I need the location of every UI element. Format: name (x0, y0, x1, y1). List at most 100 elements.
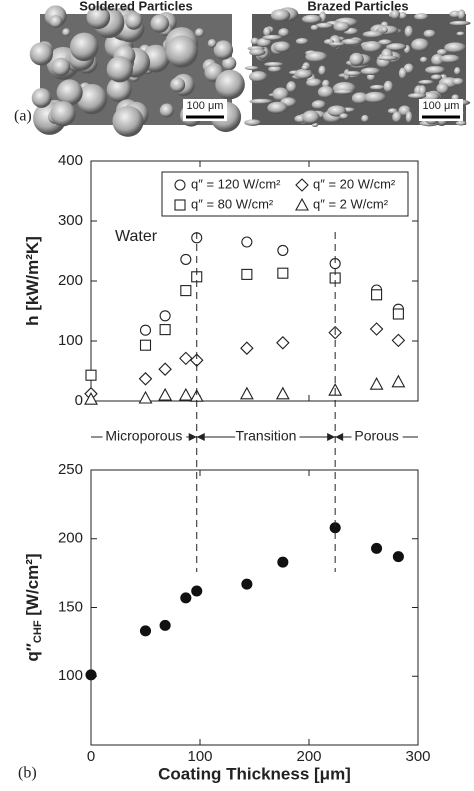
particle (170, 77, 186, 93)
panel-label: (b) (18, 765, 37, 782)
y-axis-label-sub: CHF (32, 620, 44, 643)
particle (370, 84, 385, 90)
point (392, 551, 404, 563)
legend-label: q″ = 120 W/cm² (191, 176, 281, 191)
x-tick-label: 100 (187, 748, 212, 765)
x-tick-label: 300 (405, 748, 430, 765)
point (138, 390, 153, 404)
point (139, 324, 152, 336)
panel-label: (a) (14, 108, 32, 125)
particle (51, 57, 71, 77)
legend-label: q″ = 20 W/cm² (313, 176, 396, 191)
y-axis-label-unit: [W/cm²] (23, 553, 42, 620)
particle (194, 28, 204, 38)
sem-images (29, 5, 471, 137)
particle (351, 92, 369, 105)
particle (267, 101, 288, 114)
point (371, 542, 383, 554)
y-axis-label-main: h [kW/m²K] (23, 236, 42, 326)
image-title: Soldered Particles (79, 0, 192, 13)
y-axis-label-main: q″ (23, 643, 42, 662)
particle (456, 31, 465, 36)
particle (159, 103, 174, 118)
y-tick-label: 300 (58, 212, 83, 229)
particle (244, 66, 260, 71)
region-label: Porous (354, 428, 398, 444)
particle (377, 55, 399, 61)
point (85, 669, 97, 681)
particle (381, 26, 388, 33)
particle (411, 38, 430, 52)
particle (272, 87, 289, 102)
particle (286, 81, 297, 93)
particle (366, 73, 376, 81)
y-tick-label: 200 (58, 272, 83, 289)
particle (405, 111, 413, 124)
particle (256, 37, 272, 48)
y-axis-label: q″CHF [W/cm²] (23, 553, 43, 661)
point (277, 556, 289, 568)
y-tick-label: 400 (58, 152, 83, 169)
particle (361, 41, 383, 53)
point (178, 387, 193, 401)
particle (56, 79, 83, 106)
particle (106, 77, 132, 102)
particle (404, 25, 414, 38)
point (179, 351, 193, 366)
y-tick-label: 200 (58, 530, 83, 547)
point (158, 387, 173, 401)
arrow-head (196, 433, 205, 441)
particle (333, 21, 350, 32)
particle (414, 13, 429, 21)
point (138, 372, 153, 386)
arrow-head (327, 433, 336, 441)
y-tick-label: 150 (58, 598, 83, 615)
particle (249, 98, 274, 104)
particle (419, 56, 428, 63)
point (277, 244, 289, 256)
particle (213, 40, 234, 60)
particle (407, 93, 427, 99)
particle (317, 86, 334, 99)
point (159, 324, 171, 336)
point (277, 267, 289, 279)
particle (69, 32, 99, 62)
particle (439, 54, 461, 63)
particle (273, 41, 291, 53)
particle (207, 39, 217, 48)
legend-label: q″ = 2 W/cm² (313, 196, 389, 211)
particle (112, 105, 144, 137)
legend-marker (295, 178, 309, 192)
particle (305, 51, 328, 63)
image-title: Brazed Particles (307, 0, 408, 13)
particle (436, 49, 448, 56)
point (139, 339, 152, 351)
arrow-head (335, 433, 344, 441)
arrow-head (188, 433, 197, 441)
particle (50, 101, 76, 127)
scale-label: 100 μm (423, 100, 460, 112)
particle (386, 43, 407, 51)
point (180, 285, 192, 297)
particle (361, 114, 369, 123)
x-tick-label: 0 (87, 748, 95, 765)
point (369, 377, 384, 390)
particle (392, 111, 402, 123)
particle (248, 71, 268, 83)
point (180, 592, 192, 604)
particle (349, 52, 364, 67)
particle (125, 12, 143, 30)
particle (378, 39, 393, 46)
particle (295, 38, 309, 45)
particle (76, 83, 108, 115)
particle (343, 70, 362, 76)
particle (455, 120, 467, 126)
particle (49, 15, 63, 29)
point (392, 308, 404, 320)
particle (383, 80, 394, 93)
point (139, 625, 152, 637)
particle (418, 79, 435, 85)
point (240, 341, 254, 355)
particle (150, 14, 170, 33)
